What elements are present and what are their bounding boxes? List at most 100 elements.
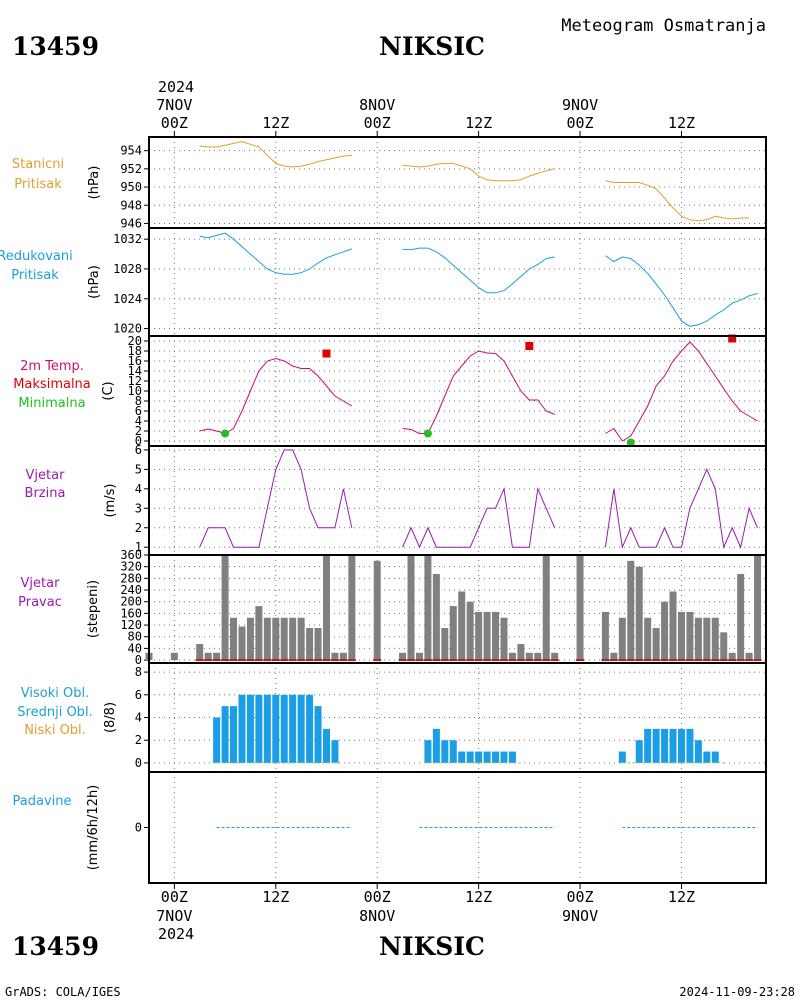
direction-baseline [728, 659, 737, 662]
panel-label: Minimalna [18, 396, 85, 411]
direction-baseline [753, 659, 762, 662]
direction-baseline [550, 659, 559, 662]
panel-frame [148, 771, 767, 884]
direction-baseline [280, 659, 289, 662]
bar [415, 652, 423, 661]
bar [677, 728, 685, 763]
direction-baseline [576, 659, 585, 662]
bar [407, 555, 415, 661]
direction-baseline [263, 659, 272, 662]
bar [635, 740, 643, 763]
tmax-marker [728, 334, 737, 343]
bar [627, 560, 635, 661]
date-label-top: 9NOV [562, 96, 598, 114]
bar [221, 555, 229, 661]
direction-baseline [322, 659, 331, 662]
y-tick-label: 10 [128, 384, 142, 398]
y-tick-label: 240 [120, 583, 142, 597]
bar [644, 728, 652, 763]
direction-baseline [330, 659, 339, 662]
bar [306, 694, 314, 763]
direction-baseline [237, 659, 246, 662]
bar [492, 751, 500, 763]
bar [449, 740, 457, 763]
direction-baseline [516, 659, 525, 662]
bar [483, 751, 491, 763]
bar [432, 728, 440, 763]
direction-baseline [432, 659, 441, 662]
direction-baseline [440, 659, 449, 662]
panel-frame [148, 445, 767, 556]
series-line [605, 180, 750, 222]
time-label-bottom: 00Z [364, 888, 391, 906]
direction-baseline [499, 659, 508, 662]
bar [399, 652, 407, 661]
y-axis-label: (mm/6h/12h) [86, 785, 101, 871]
bar [652, 627, 660, 661]
panel-label: Pravac [18, 595, 62, 610]
direction-baseline [685, 659, 694, 662]
time-axis: 00Z00Z7NOV7NOV12Z12Z00Z00Z8NOV8NOV12Z12Z… [156, 96, 695, 925]
y-tick-label: 120 [120, 618, 142, 632]
y-tick-label: 1032 [113, 232, 142, 246]
bar [737, 573, 745, 661]
y-tick-label: 5 [135, 462, 142, 476]
direction-baseline [457, 659, 466, 662]
direction-baseline [508, 659, 517, 662]
direction-baseline [745, 659, 754, 662]
y-tick-label: 12 [128, 374, 142, 388]
direction-baseline [474, 659, 483, 662]
bar [263, 694, 271, 763]
y-tick-label: 1 [135, 540, 142, 554]
bar [339, 652, 347, 661]
y-tick-label: 320 [120, 560, 142, 574]
bar [322, 555, 330, 661]
y-tick-label: 4 [135, 482, 142, 496]
series-line [402, 162, 555, 182]
series-line [605, 341, 758, 442]
y-tick-label: 6 [135, 404, 142, 418]
direction-baseline [736, 659, 745, 662]
grads-credit: GrADS: COLA/IGES [5, 985, 121, 999]
panel-redukovani: 1020 1024 1028 1032 Redukovani Pritisak (hPa) [0, 227, 767, 337]
bar [542, 555, 550, 661]
bar [525, 652, 533, 661]
bar [441, 627, 449, 661]
bar [703, 751, 711, 763]
bar [500, 617, 508, 661]
direction-baseline [288, 659, 297, 662]
y-tick-label: 1020 [113, 322, 142, 336]
time-label-bottom: 00Z [567, 888, 594, 906]
bar [255, 694, 263, 763]
direction-baseline [719, 659, 728, 662]
direction-baseline [491, 659, 500, 662]
time-label-top: 00Z [567, 114, 594, 132]
y-tick-label: 946 [120, 216, 142, 230]
y-tick-label: 6 [135, 443, 142, 457]
tmax-marker [322, 349, 331, 358]
bar [720, 632, 728, 661]
y-tick-label: 0 [135, 653, 142, 667]
bottom-year: 2024 [158, 925, 194, 943]
bar [754, 555, 762, 661]
y-tick-label: 1028 [113, 262, 142, 276]
direction-baseline [254, 659, 263, 662]
series-line [402, 247, 555, 294]
direction-baseline [652, 659, 661, 662]
bar [686, 728, 694, 763]
direction-baseline [533, 659, 542, 662]
direction-baseline [449, 659, 458, 662]
bar [745, 652, 753, 661]
y-tick-label: 2 [135, 424, 142, 438]
y-axis-label: (C) [101, 381, 116, 400]
y-tick-label: 16 [128, 354, 142, 368]
bar [711, 617, 719, 661]
bar [348, 555, 356, 661]
y-axis-label: (hPa) [87, 166, 102, 200]
bar [272, 617, 280, 661]
panel-stanicni: 946 948 950 952 954 Stanicni Pritisak (hPa) [12, 136, 767, 230]
panel-label: Maksimalna [13, 377, 91, 392]
bar [238, 626, 246, 661]
bar [466, 601, 474, 661]
